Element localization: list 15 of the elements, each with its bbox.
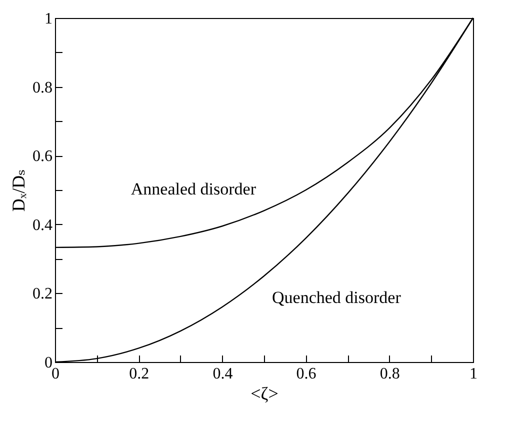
- series-label: Quenched disorder: [272, 288, 402, 307]
- y-tick-label: 0.2: [32, 286, 52, 303]
- y-tick-label: 1: [44, 10, 52, 28]
- x-axis-title: <ζ>: [250, 384, 278, 404]
- series-label: Annealed disorder: [130, 180, 256, 199]
- x-tick-label: 0.6: [296, 366, 316, 382]
- y-tick-label: 0.6: [32, 148, 52, 166]
- x-tick-label: 0.2: [129, 366, 150, 382]
- x-tick-label: 0.4: [212, 366, 233, 382]
- y-tick-label: 0.4: [32, 216, 52, 234]
- x-tick-label: 0.8: [380, 366, 400, 382]
- y-tick-label: 0.8: [32, 79, 52, 96]
- y-tick-label: 0: [44, 354, 52, 372]
- y-axis-title: Dₓ/Dₛ: [8, 169, 28, 212]
- x-tick-label: 1: [470, 366, 478, 382]
